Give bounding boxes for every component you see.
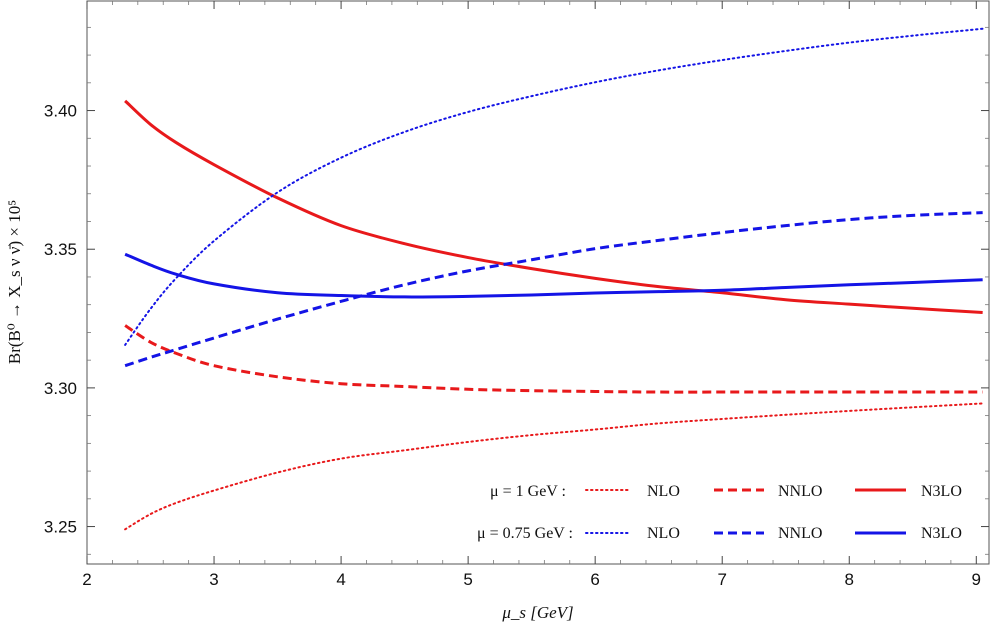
legend-label-nnlo-mu1: NNLO	[778, 483, 822, 500]
x-tick-label: 7	[717, 570, 726, 589]
series-line-n3lo-mu1	[124, 99, 983, 314]
series-line-nlo-mu075	[124, 27, 984, 346]
x-tick-label: 9	[972, 570, 981, 589]
series-line-nnlo-mu1	[124, 324, 983, 394]
legend-row-2-label: μ = 0.75 GeV :	[477, 525, 573, 542]
legend-label-n3lo-mu075: N3LO	[921, 525, 962, 542]
plot-frame	[86, 0, 990, 565]
legend-label-nlo-mu1: NLO	[647, 483, 680, 500]
legend-label-nlo-mu075: NLO	[647, 525, 680, 542]
x-tick-label: 6	[590, 570, 599, 589]
y-tick-label: 3.30	[44, 379, 77, 398]
series-lines	[124, 27, 984, 531]
series-line-nnlo-mu075	[124, 211, 983, 368]
legend-label-n3lo-mu1: N3LO	[921, 483, 962, 500]
legend: μ = 1 GeV : NLO NNLO N3LO μ = 0.75 GeV :…	[477, 483, 962, 542]
x-axis-label: μ_s [GeV]	[501, 603, 573, 622]
y-tick-label: 3.35	[44, 240, 77, 259]
y-tick-label: 3.40	[44, 102, 77, 121]
axis-tick-labels: 2 3 4 5 6 7 8 9 3.25 3.30 3.35 3.40	[44, 102, 981, 589]
legend-label-nnlo-mu075: NNLO	[778, 525, 822, 542]
y-tick-label: 3.25	[44, 518, 77, 537]
legend-row-1-label: μ = 1 GeV :	[490, 483, 566, 500]
x-tick-label: 4	[336, 570, 345, 589]
y-axis-label: Br(B⁰ → X_s ν ν̄) × 10⁵	[5, 200, 24, 364]
x-tick-label: 2	[82, 570, 91, 589]
x-tick-label: 8	[845, 570, 854, 589]
x-tick-label: 3	[209, 570, 218, 589]
axis-ticks	[86, 1, 989, 564]
series-line-n3lo-mu075	[124, 252, 983, 299]
series-line-nlo-mu1	[124, 402, 984, 531]
x-tick-label: 5	[463, 570, 472, 589]
